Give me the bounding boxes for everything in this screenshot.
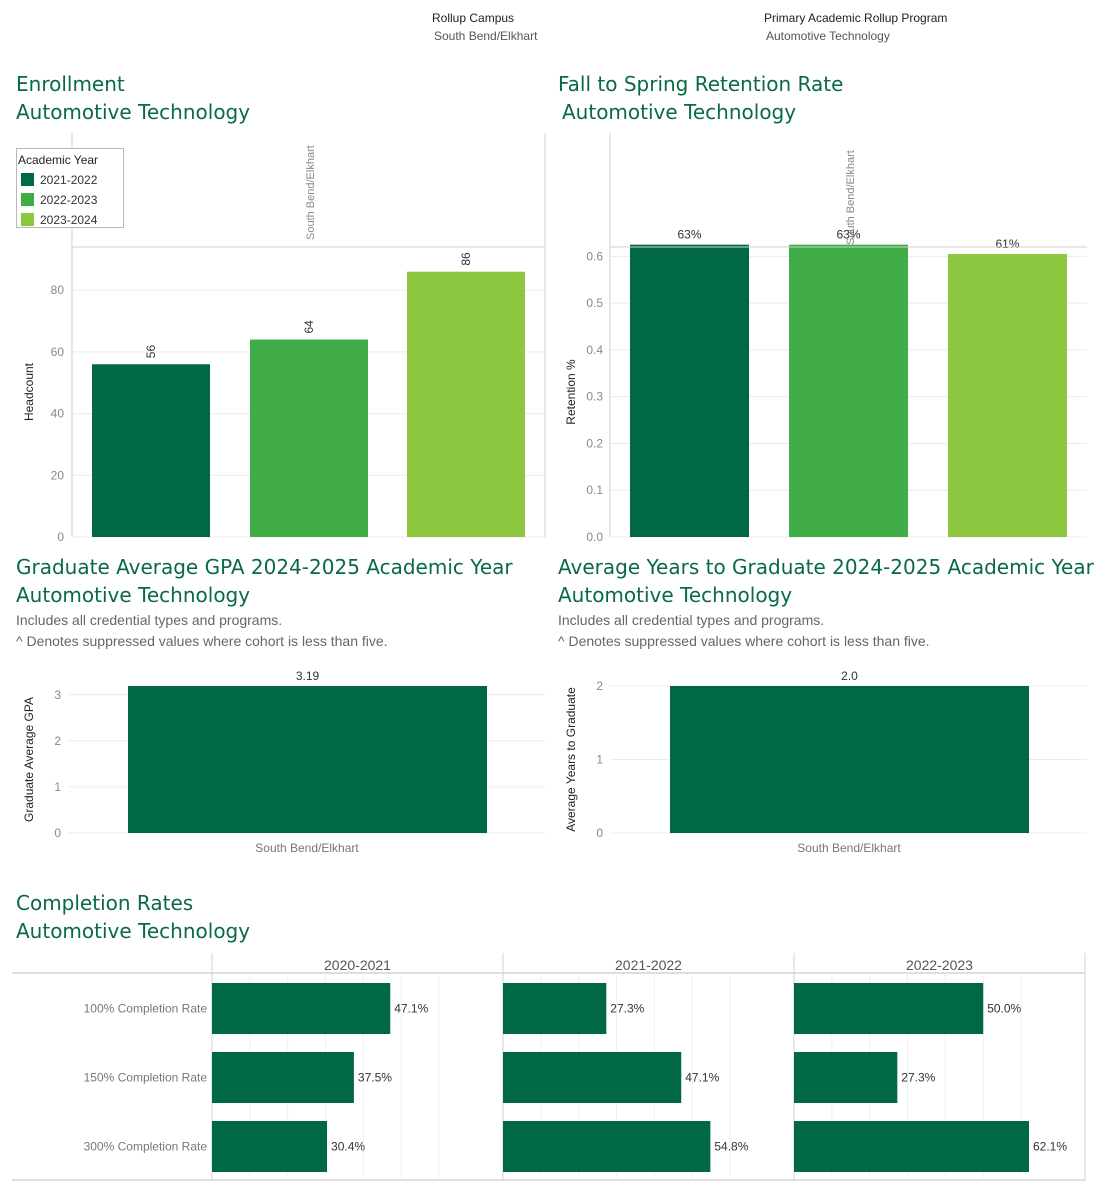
completion-row-label: 300% Completion Rate [84,1140,208,1154]
completion-bar [212,1121,328,1172]
retention-title: Fall to Spring Retention Rate [558,72,844,96]
gpa-y-axis-label: Graduate Average GPA [22,697,36,822]
retention-y-tick-label: 0.5 [586,296,603,310]
completion-title: Completion Rates [16,891,194,915]
enrollment-data-label: 86 [459,252,473,266]
campus-filter-value[interactable]: South Bend/Elkhart [434,29,538,43]
completion-data-label: 27.3% [901,1071,935,1085]
legend-title: Academic Year [18,153,99,167]
completion-panel-header: 2022-2023 [906,957,973,973]
completion-data-label: 54.8% [714,1140,748,1154]
completion-bar [503,1121,711,1172]
gpa-data-label: 3.19 [296,669,320,683]
gpa-y-tick-label: 0 [54,826,61,840]
enrollment-legend: Academic Year 2021-2022 2022-2023 2023-2… [16,148,124,228]
legend-swatch [21,213,34,226]
years-note-2: ^ Denotes suppressed values where cohort… [558,633,930,649]
completion-data-label: 27.3% [610,1002,644,1016]
retention-data-label: 63% [677,228,701,242]
program-filter-label: Primary Academic Rollup Program [764,11,948,25]
legend-label: 2022-2023 [40,192,98,207]
completion-bar [794,1052,898,1103]
gpa-y-tick-label: 3 [54,688,61,702]
years-y-tick-label: 2 [596,679,603,693]
enrollment-bar [407,271,525,537]
legend-swatch [21,193,34,206]
retention-y-tick-label: 0.1 [586,483,603,497]
legend-item-2022-2023[interactable]: 2022-2023 [21,192,123,207]
gpa-note-1: Includes all credential types and progra… [16,612,283,628]
gpa-y-tick-label: 1 [54,780,61,794]
completion-subtitle: Automotive Technology [16,919,251,943]
retention-subtitle: Automotive Technology [562,100,797,124]
years-note-1: Includes all credential types and progra… [558,612,825,628]
enrollment-bar [92,364,210,537]
gpa-note-2: ^ Denotes suppressed values where cohort… [16,633,388,649]
completion-data-label: 50.0% [987,1002,1021,1016]
legend-label: 2023-2024 [40,212,98,227]
enrollment-panel-header: South Bend/Elkhart [305,145,317,240]
campus-filter[interactable]: Rollup Campus South Bend/Elkhart [432,11,537,43]
enrollment-data-label: 64 [302,320,316,334]
completion-bar [212,1052,354,1103]
years-subtitle: Automotive Technology [558,583,793,607]
completion-data-label: 47.1% [394,1002,428,1016]
legend-label: 2021-2022 [40,172,98,187]
enrollment-y-tick-label: 80 [51,283,65,297]
completion-row-label: 150% Completion Rate [84,1071,208,1085]
completion-bar [794,1121,1029,1172]
retention-bar [630,244,749,537]
completion-data-label: 62.1% [1033,1140,1067,1154]
enrollment-y-tick-label: 40 [51,407,65,421]
legend-item-2023-2024[interactable]: 2023-2024 [21,212,123,227]
years-x-category-label: South Bend/Elkhart [797,841,901,855]
completion-panel-header: 2021-2022 [615,957,682,973]
completion-bar [794,983,984,1034]
years-bar [670,686,1029,833]
retention-bar [948,254,1067,538]
gpa-bar [128,686,487,833]
legend-item-2021-2022[interactable]: 2021-2022 [21,172,123,187]
retention-panel-header: South Bend/Elkhart [845,150,857,245]
gpa-y-tick-label: 2 [54,734,61,748]
retention-y-axis-label: Retention % [564,359,578,425]
completion-row-label: 100% Completion Rate [84,1002,208,1016]
retention-y-tick-label: 0.2 [586,436,603,450]
retention-y-tick-label: 0.6 [586,249,603,263]
completion-data-label: 30.4% [331,1140,365,1154]
completion-data-label: 37.5% [358,1071,392,1085]
years-data-label: 2.0 [841,669,858,683]
completion-panel-header: 2020-2021 [324,957,391,973]
retention-data-label: 61% [995,237,1019,251]
years-y-axis-label: Average Years to Graduate [564,687,578,832]
retention-data-label: 63% [836,228,860,242]
completion-bar [503,983,607,1034]
campus-filter-label: Rollup Campus [432,11,515,25]
years-y-tick-label: 1 [596,753,603,767]
enrollment-y-tick-label: 60 [51,345,65,359]
enrollment-y-tick-label: 0 [57,530,64,544]
retention-y-tick-label: 0.3 [586,390,603,404]
enrollment-y-axis-label: Headcount [22,362,36,421]
completion-bar [503,1052,682,1103]
retention-y-tick-label: 0.0 [586,530,603,544]
enrollment-title: Enrollment [16,72,125,96]
completion-data-label: 47.1% [685,1071,719,1085]
completion-bar [212,983,391,1034]
program-filter[interactable]: Primary Academic Rollup Program Automoti… [764,11,947,43]
gpa-subtitle: Automotive Technology [16,583,251,607]
gpa-x-category-label: South Bend/Elkhart [255,841,359,855]
gpa-title: Graduate Average GPA 2024-2025 Academic … [16,555,513,579]
years-title: Average Years to Graduate 2024-2025 Acad… [558,555,1094,579]
enrollment-data-label: 56 [144,345,158,359]
program-filter-value[interactable]: Automotive Technology [766,29,890,43]
retention-y-tick-label: 0.4 [586,343,603,357]
legend-swatch [21,173,34,186]
enrollment-bar [250,339,368,537]
enrollment-y-tick-label: 20 [51,468,65,482]
enrollment-subtitle: Automotive Technology [16,100,251,124]
retention-bar [789,244,908,537]
years-y-tick-label: 0 [596,826,603,840]
